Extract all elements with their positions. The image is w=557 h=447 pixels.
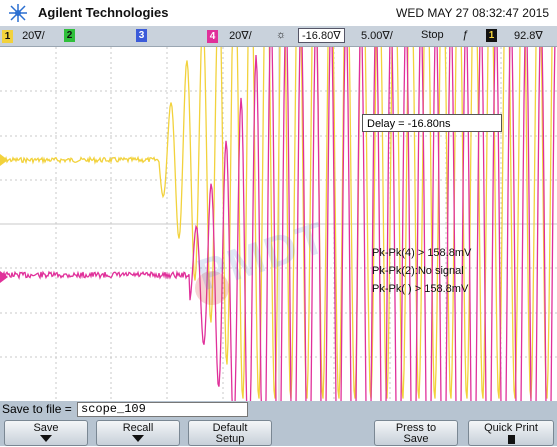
- delay-value[interactable]: -16.80∇: [298, 28, 345, 43]
- measurement-pkpk-ch2: Pk-Pk(2):No signal: [372, 265, 464, 277]
- datetime-readout: WED MAY 27 08:32:47 2015: [396, 6, 549, 20]
- timebase-scale[interactable]: 5.00∇/: [361, 30, 393, 42]
- ch3-number: 3: [136, 29, 147, 42]
- save-file-bar: Save to file = scope_109: [0, 401, 557, 418]
- trigger-level[interactable]: 92.8∇: [514, 30, 543, 42]
- recall-arrow-icon: [132, 435, 144, 442]
- waveform-display[interactable]: PMDT Delay = -16.80ns Pk-Pk(4) > 158.8mV…: [0, 47, 557, 401]
- trigger-edge-icon: ƒ: [462, 29, 469, 41]
- ch2-indicator[interactable]: 2: [64, 29, 75, 42]
- ch2-number: 2: [64, 29, 75, 42]
- brand-name: Agilent Technologies: [38, 5, 169, 20]
- trigger-source-indicator[interactable]: 1: [486, 29, 497, 42]
- default-setup-button[interactable]: Default Setup: [188, 420, 272, 446]
- measurement-pkpk-ch4: Pk-Pk(4) > 158.8mV: [372, 247, 472, 259]
- default-setup-label-1: Default: [212, 422, 248, 434]
- delay-readout: Delay = -16.80ns: [362, 114, 502, 132]
- trigger-source: 1: [486, 29, 497, 42]
- save-button[interactable]: Save: [4, 420, 88, 446]
- press-to-save-button[interactable]: Press to Save: [374, 420, 458, 446]
- ch4-scale: 20∇/: [229, 30, 252, 42]
- save-label: Save: [33, 422, 59, 434]
- save-arrow-icon: [40, 435, 52, 442]
- ch1-ground-marker[interactable]: [0, 154, 8, 166]
- recall-label: Recall: [122, 422, 154, 434]
- recall-button[interactable]: Recall: [96, 420, 180, 446]
- ch4-waveform: [0, 47, 556, 401]
- ch3-indicator[interactable]: 3: [136, 29, 147, 42]
- press-to-save-label-2: Save: [403, 433, 429, 445]
- softkey-bar: Save Recall Default Setup Press to Save …: [0, 418, 557, 446]
- delay-knob-icon: ☼: [276, 29, 287, 41]
- quick-print-icon: [507, 435, 515, 444]
- agilent-logo-icon: [9, 4, 27, 22]
- title-bar: Agilent Technologies WED MAY 27 08:32:47…: [0, 0, 557, 26]
- ch1-indicator[interactable]: 1 20∇/: [2, 29, 45, 43]
- ch1-waveform: [0, 47, 553, 399]
- ch4-indicator[interactable]: 4 20∇/: [207, 29, 252, 43]
- quick-print-button[interactable]: Quick Print: [468, 420, 554, 446]
- ch1-scale: 20∇/: [22, 30, 45, 42]
- ch1-number: 1: [2, 30, 13, 43]
- save-file-label: Save to file =: [2, 402, 72, 416]
- waveform-canvas: [0, 47, 557, 401]
- save-file-input[interactable]: scope_109: [77, 402, 248, 417]
- quick-print-label: Quick Print: [484, 422, 538, 434]
- watermark-dot: [195, 271, 229, 305]
- run-state: Stop: [421, 29, 444, 41]
- ch4-number: 4: [207, 30, 218, 43]
- default-setup-label-2: Setup: [215, 433, 245, 445]
- status-bar: 1 20∇/ 2 3 4 20∇/ ☼ -16.80∇ 5.00∇/ Stop …: [0, 26, 557, 47]
- press-to-save-label-1: Press to: [395, 422, 437, 434]
- ch4-ground-marker[interactable]: [0, 271, 8, 283]
- measurement-pkpk-ch1: Pk-Pk( ) > 158.8mV: [372, 283, 469, 295]
